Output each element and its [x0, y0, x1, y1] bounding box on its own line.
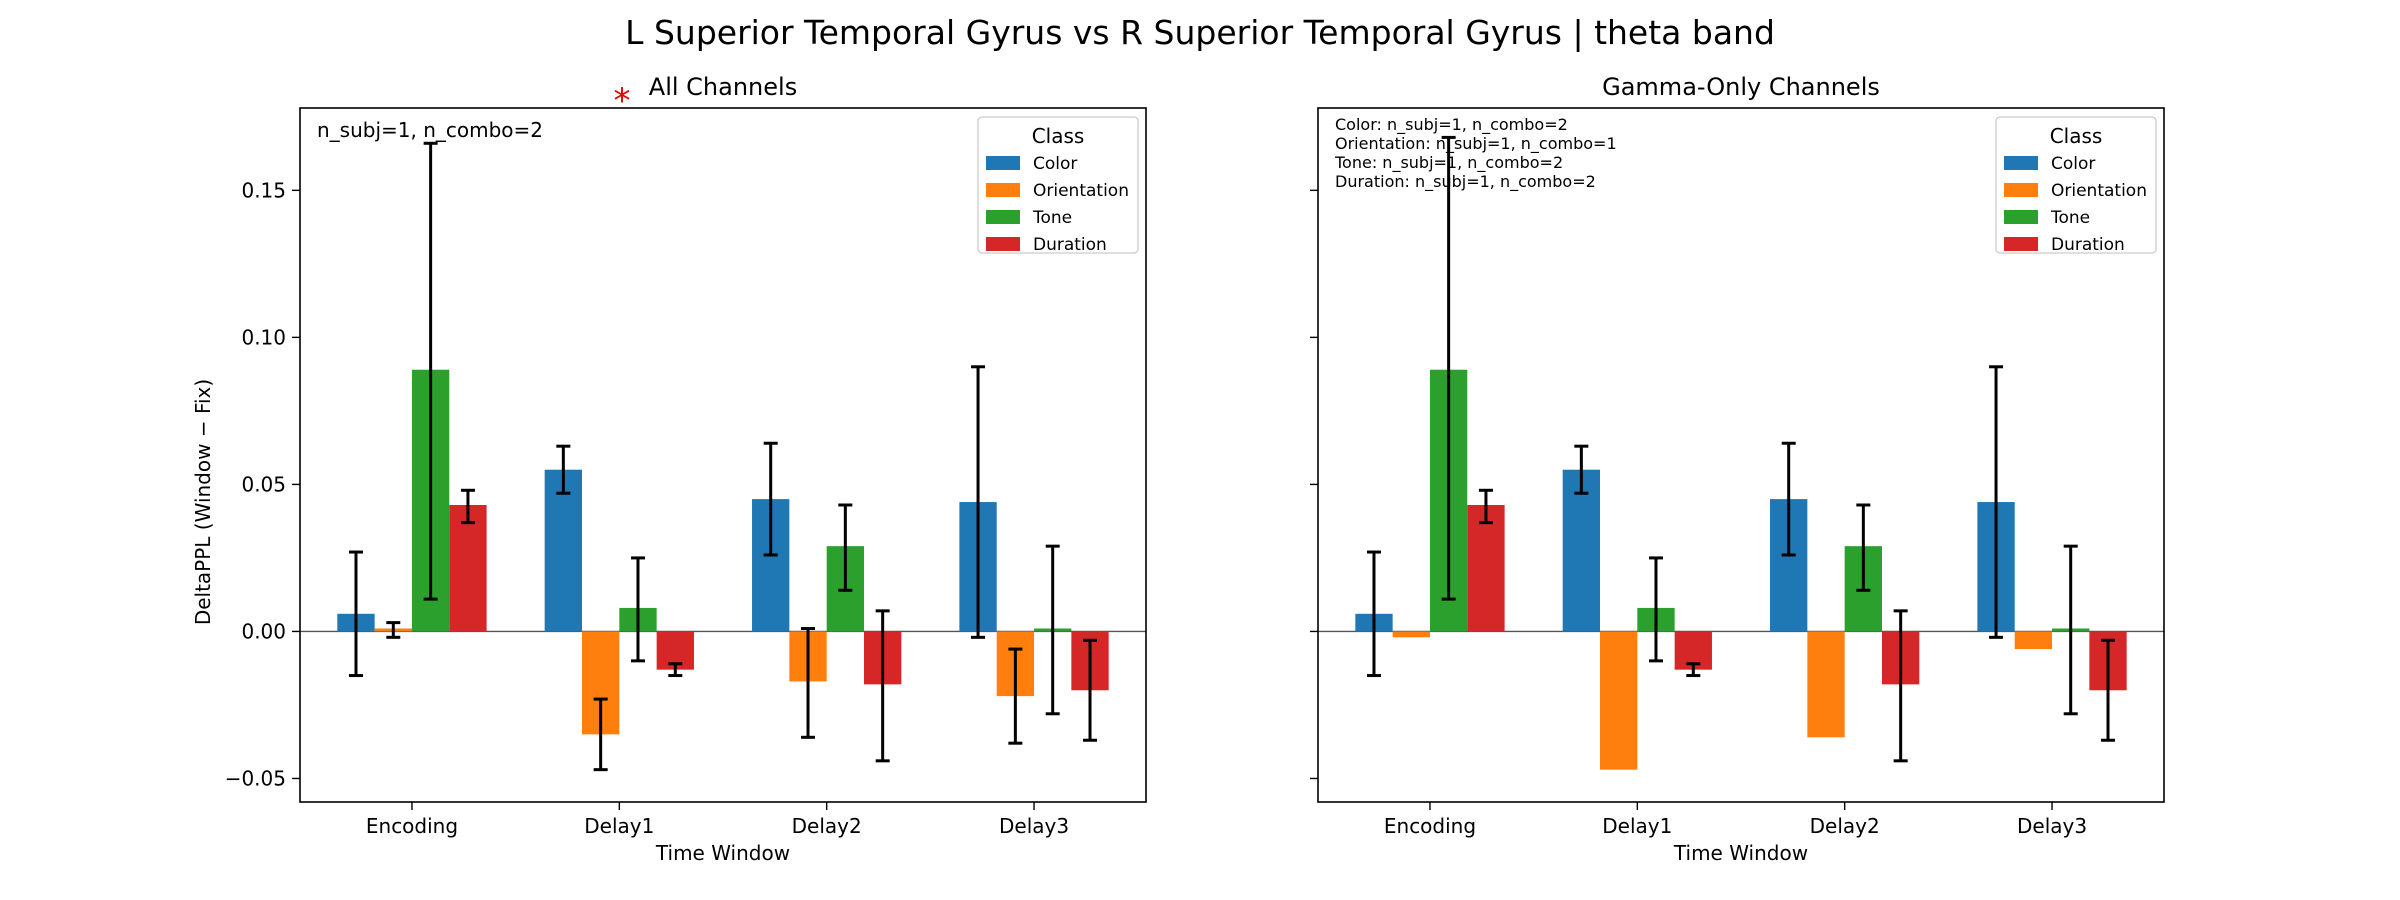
- x-axis-label: Time Window: [655, 841, 790, 865]
- chart-panel-1: All Channels * −0.05 0.00 0.05 0.10 0.15 Encodi…: [225, 73, 1147, 865]
- error-bar-color-encoding: [1366, 550, 1381, 678]
- legend-swatch-tone: [986, 210, 1020, 224]
- bar-duration-encoding: [1467, 504, 1505, 632]
- legend-swatch-color: [2004, 156, 2038, 170]
- error-bar-color-delay3: [1989, 365, 2004, 639]
- error-bar-color-delay2: [1781, 441, 1796, 557]
- error-bar-duration-delay2: [875, 609, 890, 763]
- bar-color-delay1: [544, 469, 582, 632]
- legend-label-color: Color: [1033, 154, 1077, 174]
- error-bar-orientation-delay2: [801, 627, 816, 739]
- bar-orientation-delay1: [1600, 631, 1638, 770]
- y-tick-label: 0.05: [241, 472, 286, 496]
- annotation-text: Orientation: n_subj=1, n_combo=1: [1335, 134, 1617, 154]
- error-bar-duration-delay3: [1083, 638, 1098, 742]
- significance-marker: *: [614, 81, 631, 121]
- annotation-text: Duration: n_subj=1, n_combo=2: [1335, 172, 1596, 192]
- legend-label-tone: Tone: [1032, 208, 1072, 228]
- x-tick-label: Delay2: [792, 814, 862, 838]
- panel-title: All Channels: [649, 73, 797, 101]
- error-bar-color-delay1: [1574, 444, 1589, 495]
- plot-frame: [299, 107, 1147, 803]
- bar-orientation-delay3: [2014, 631, 2053, 650]
- x-tick-label: Encoding: [366, 814, 458, 838]
- error-bar-tone-delay2: [1856, 503, 1871, 592]
- bar-duration-encoding: [449, 504, 487, 632]
- error-bar-tone-delay1: [630, 556, 645, 663]
- legend-swatch-orientation: [986, 183, 1020, 197]
- legend-label-color: Color: [2051, 154, 2095, 174]
- error-bar-color-delay3: [971, 365, 986, 639]
- annotation-text: n_subj=1, n_combo=2: [317, 118, 543, 142]
- legend-swatch-duration: [2004, 237, 2038, 251]
- y-tick-label: 0.15: [241, 178, 286, 202]
- error-bar-tone-delay3: [2063, 544, 2078, 716]
- annotation-text: Tone: n_subj=1, n_combo=2: [1334, 153, 1563, 173]
- panel-title: Gamma-Only Channels: [1602, 73, 1880, 101]
- legend: Class Color Orientation Tone Duration: [1995, 116, 2157, 255]
- bar-orientation-encoding: [1392, 631, 1430, 638]
- error-bar-orientation-delay1: [593, 697, 608, 772]
- legend-label-duration: Duration: [1033, 235, 1107, 255]
- legend-label-tone: Tone: [2050, 208, 2090, 228]
- error-bar-tone-delay2: [838, 503, 853, 592]
- panels: All Channels * −0.05 0.00 0.05 0.10 0.15 Encodi…: [225, 73, 2165, 865]
- bar-orientation-delay2: [1807, 631, 1845, 738]
- legend-label-orientation: Orientation: [1033, 181, 1129, 201]
- error-bar-duration-delay3: [2101, 638, 2116, 742]
- legend-label-orientation: Orientation: [2051, 181, 2147, 201]
- bar-color-delay1: [1562, 469, 1600, 632]
- legend-title: Class: [1032, 124, 1085, 148]
- error-bar-duration-delay2: [1893, 609, 1908, 763]
- error-bar-orientation-delay3: [1008, 647, 1023, 745]
- legend-label-duration: Duration: [2051, 235, 2125, 255]
- legend-title: Class: [2050, 124, 2103, 148]
- y-tick-label: 0.00: [241, 619, 286, 643]
- x-tick-label: Delay3: [999, 814, 1069, 838]
- annotation-text: Color: n_subj=1, n_combo=2: [1335, 115, 1568, 135]
- x-tick-label: Delay1: [584, 814, 654, 838]
- x-tick-label: Encoding: [1384, 814, 1476, 838]
- legend-swatch-tone: [2004, 210, 2038, 224]
- error-bar-color-delay2: [763, 441, 778, 557]
- error-bar-duration-encoding: [1478, 488, 1493, 525]
- legend-swatch-duration: [986, 237, 1020, 251]
- x-tick-label: Delay1: [1602, 814, 1672, 838]
- error-bar-tone-encoding: [1441, 135, 1456, 601]
- x-tick-label: Delay3: [2017, 814, 2087, 838]
- chart-panel-2: Gamma-Only Channels Encoding Delay1 Delay2 D…: [1310, 73, 2165, 865]
- figure-title: L Superior Temporal Gyrus vs R Superior …: [625, 13, 1775, 52]
- error-bar-color-encoding: [348, 550, 363, 678]
- error-bar-tone-delay3: [1045, 544, 1060, 716]
- error-bar-duration-encoding: [460, 488, 475, 525]
- error-bar-duration-delay1: [668, 662, 683, 678]
- x-axis-label: Time Window: [1673, 841, 1808, 865]
- legend: Class Color Orientation Tone Duration: [977, 116, 1139, 255]
- error-bar-tone-encoding: [423, 141, 438, 601]
- plot-frame: [1317, 107, 2165, 803]
- error-bar-duration-delay1: [1686, 662, 1701, 678]
- legend-swatch-color: [986, 156, 1020, 170]
- legend-swatch-orientation: [2004, 183, 2038, 197]
- y-tick-label: −0.05: [225, 766, 286, 790]
- y-axis-label: DeltaPPL (Window − Fix): [191, 379, 215, 625]
- error-bar-color-delay1: [556, 444, 571, 495]
- y-tick-label: 0.10: [241, 325, 286, 349]
- error-bar-tone-delay1: [1648, 556, 1663, 663]
- x-tick-label: Delay2: [1810, 814, 1880, 838]
- error-bar-orientation-encoding: [386, 621, 401, 639]
